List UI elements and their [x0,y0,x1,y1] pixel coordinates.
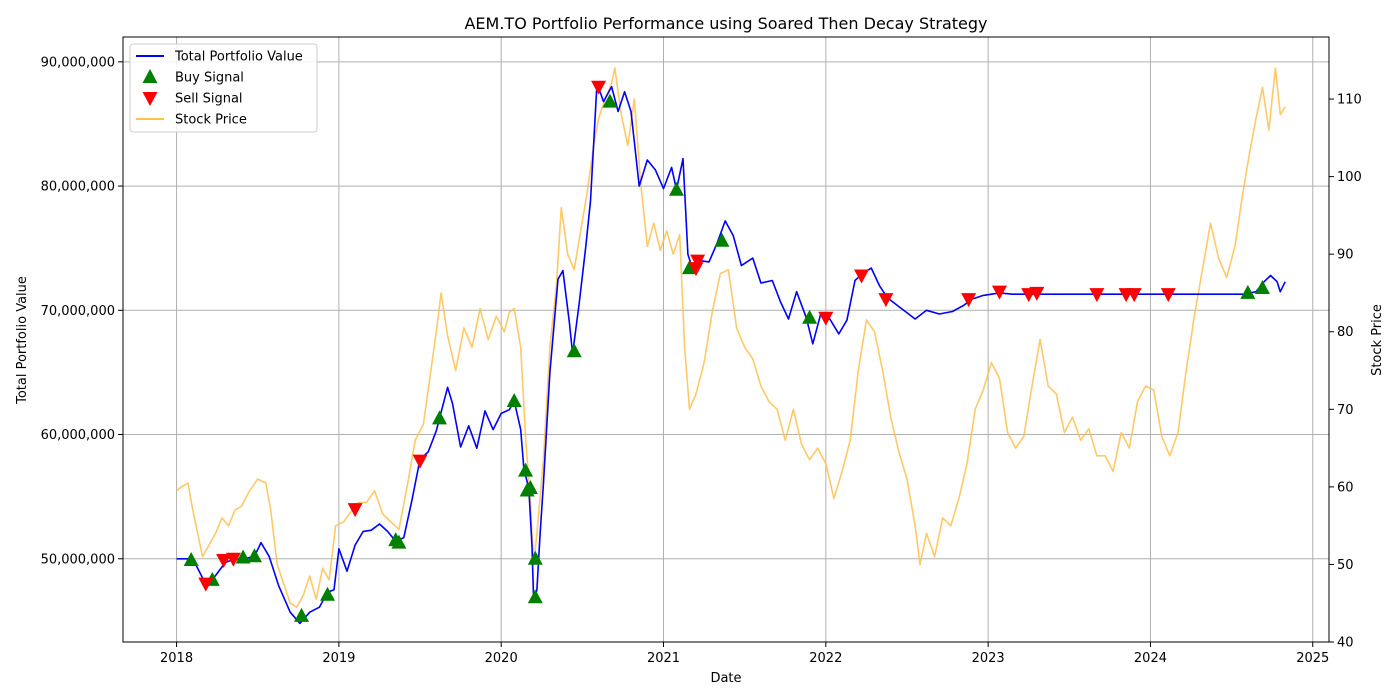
x-tick-label: 2022 [809,651,842,666]
stock-price-line [176,67,1286,608]
y2-tick-label: 50 [1337,558,1354,573]
sell-signal-marker [1160,288,1176,303]
x-tick-label: 2025 [1296,651,1329,666]
sell-signal-marker [1126,288,1142,303]
sell-signal-marker [1089,288,1105,303]
legend-label: Buy Signal [175,71,244,86]
legend-label: Sell Signal [175,92,243,107]
buy-signal-marker [1240,284,1256,299]
buy-signal-marker [391,534,407,549]
buy-signal-marker [802,309,818,324]
sell-signal-marker [854,269,870,284]
y2-tick-label: 80 [1337,325,1354,340]
sell-signal-marker [198,577,214,592]
sell-signal-marker [216,554,232,569]
buy-signal-marker [518,462,534,477]
y-axis-title: Total Portfolio Value [15,276,30,405]
sell-signal-marker [961,293,977,308]
sell-signal-marker [818,311,834,326]
plot-frame [122,36,1330,643]
buy-signal-marker [320,586,336,601]
y-tick-label: 70,000,000 [41,304,115,319]
sell-signal-marker [412,454,428,469]
x-tick-label: 2018 [160,651,193,666]
x-tick-label: 2023 [972,651,1005,666]
buy-signal-marker [566,343,582,358]
y2-axis-title: Stock Price [1370,304,1385,376]
buy-signal-marker [235,549,251,564]
buy-signal-marker [602,93,618,108]
buy-signal-marker [522,479,538,494]
y2-tick-label: 90 [1337,248,1354,263]
y-tick-label: 90,000,000 [41,55,115,70]
signal-layer [183,80,1270,622]
x-tick-label: 2021 [647,651,680,666]
chart-title: AEM.TO Portfolio Performance using Soare… [464,14,987,33]
y-tick-label: 80,000,000 [41,180,115,195]
sell-signal-marker [225,552,241,567]
x-tick-label: 2020 [485,651,518,666]
y2-tick-label: 70 [1337,403,1354,418]
sell-signal-marker [878,293,894,308]
buy-signal-marker [527,589,543,604]
legend-label: Stock Price [175,113,247,128]
legend: Total Portfolio Value Buy Signal Sell Sign… [129,43,318,133]
y2-tick-label: 110 [1337,93,1362,108]
x-axis-title: Date [710,671,741,686]
y-tick-label: 50,000,000 [41,552,115,567]
sell-signal-marker [992,285,1008,300]
sell-signal-marker [688,262,704,277]
buy-signal-marker [246,548,262,563]
x-tick-label: 2019 [322,651,355,666]
axis-layer: 2018 2019 2020 2021 2022 2023 2024 2025 50,000,0… [41,55,1362,666]
y2-tick-label: 100 [1337,170,1362,185]
legend-buy-swatch [142,69,158,83]
sell-signal-marker [1029,286,1045,301]
stock-price-layer [176,67,1286,608]
grid-layer [123,37,1329,642]
buy-signal-marker [294,607,310,622]
sell-signal-marker [591,80,607,95]
buy-signal-marker [668,181,684,196]
y2-tick-label: 60 [1337,480,1354,495]
legend-box [129,43,318,133]
x-tick-label: 2024 [1134,651,1167,666]
buy-signal-marker [183,552,199,567]
y-tick-label: 60,000,000 [41,428,115,443]
buy-signal-marker [1254,279,1270,294]
y2-tick-label: 40 [1337,636,1354,651]
legend-label: Total Portfolio Value [174,50,303,65]
buy-signal-marker [527,550,543,565]
buy-signal-marker [506,392,522,407]
buy-signal-marker [714,232,730,247]
sell-signal-marker [347,503,363,518]
buy-signal-marker [432,410,448,425]
legend-sell-swatch [142,92,158,106]
sell-signal-marker [690,254,706,269]
